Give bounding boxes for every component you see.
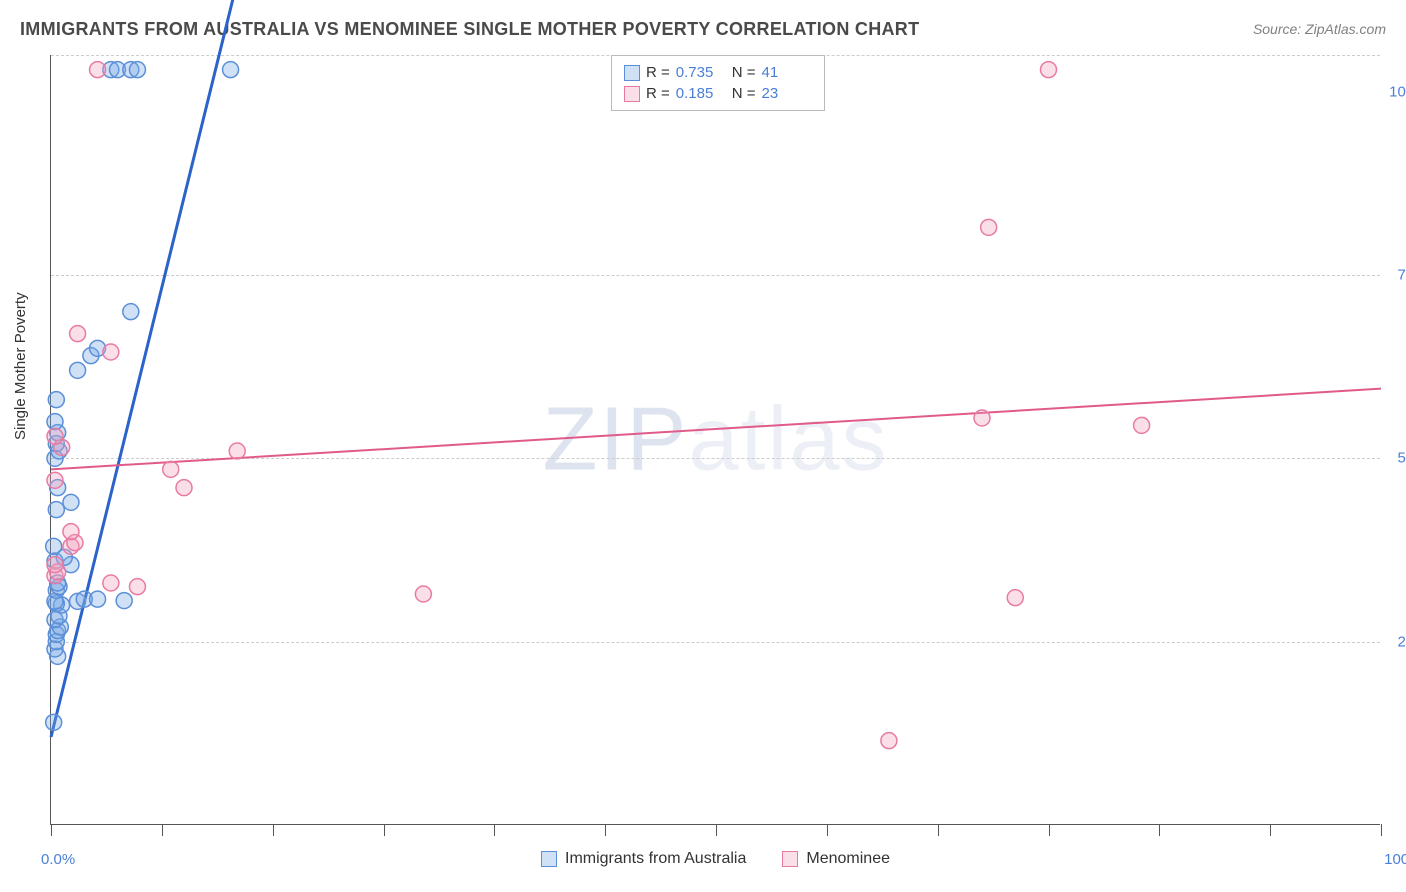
r-value-1: 0.185 [676, 85, 726, 102]
ytick-label: 100.0% [1385, 83, 1406, 100]
xtick [384, 824, 385, 836]
data-point [163, 461, 179, 477]
chart-source: Source: ZipAtlas.com [1253, 21, 1386, 37]
data-point [415, 586, 431, 602]
xaxis-label: 100.0% [1384, 851, 1406, 868]
xtick [51, 824, 52, 836]
n-value-1: 23 [762, 85, 812, 102]
data-point [129, 579, 145, 595]
data-point [47, 428, 63, 444]
legend-stats-row-0: R = 0.735 N = 41 [624, 62, 812, 83]
data-point [47, 414, 63, 430]
chart-header: IMMIGRANTS FROM AUSTRALIA VS MENOMINEE S… [0, 0, 1406, 48]
n-label-0: N = [732, 64, 756, 81]
r-label-0: R = [646, 64, 670, 81]
data-point [48, 502, 64, 518]
data-point [90, 591, 106, 607]
data-point [229, 443, 245, 459]
data-point [881, 733, 897, 749]
xaxis-label: 0.0% [41, 851, 75, 868]
data-point [103, 344, 119, 360]
data-point [116, 593, 132, 609]
data-point [129, 62, 145, 78]
xtick [605, 824, 606, 836]
data-point [63, 494, 79, 510]
xtick [162, 824, 163, 836]
xtick [1381, 824, 1382, 836]
xtick [827, 824, 828, 836]
legend-swatch-0 [624, 65, 640, 81]
data-point [176, 480, 192, 496]
legend-series: Immigrants from Australia Menominee [541, 850, 890, 868]
xtick [716, 824, 717, 836]
data-point [103, 575, 119, 591]
n-value-0: 41 [762, 64, 812, 81]
data-point [1007, 590, 1023, 606]
data-point [47, 557, 63, 573]
xtick [494, 824, 495, 836]
ytick-label: 75.0% [1385, 267, 1406, 284]
legend-stats: R = 0.735 N = 41 R = 0.185 N = 23 [611, 55, 825, 111]
trend-line-1 [51, 389, 1381, 470]
data-point [46, 714, 62, 730]
data-point [974, 410, 990, 426]
data-point [123, 304, 139, 320]
legend-series-label-1: Menominee [806, 850, 890, 868]
r-label-1: R = [646, 85, 670, 102]
plot-area: ZIPatlas 25.0%50.0%75.0%100.0% R = 0.735… [50, 55, 1380, 825]
legend-series-item-1: Menominee [782, 850, 890, 868]
data-point [46, 538, 62, 554]
data-point [48, 392, 64, 408]
xtick [1270, 824, 1271, 836]
legend-series-swatch-0 [541, 851, 557, 867]
xtick [273, 824, 274, 836]
legend-stats-row-1: R = 0.185 N = 23 [624, 83, 812, 104]
chart-title: IMMIGRANTS FROM AUSTRALIA VS MENOMINEE S… [20, 19, 919, 40]
data-point [70, 326, 86, 342]
legend-series-label-0: Immigrants from Australia [565, 850, 746, 868]
y-axis-label: Single Mother Poverty [12, 292, 29, 440]
n-label-1: N = [732, 85, 756, 102]
r-value-0: 0.735 [676, 64, 726, 81]
legend-series-item-0: Immigrants from Australia [541, 850, 746, 868]
data-point [70, 362, 86, 378]
xtick [1159, 824, 1160, 836]
data-point [90, 62, 106, 78]
data-point [1134, 417, 1150, 433]
legend-swatch-1 [624, 86, 640, 102]
xtick [1049, 824, 1050, 836]
data-point [223, 62, 239, 78]
data-point [981, 219, 997, 235]
ytick-label: 25.0% [1385, 633, 1406, 650]
ytick-label: 50.0% [1385, 450, 1406, 467]
legend-series-swatch-1 [782, 851, 798, 867]
data-point [1041, 62, 1057, 78]
xtick [938, 824, 939, 836]
data-point [63, 524, 79, 540]
chart-svg [51, 55, 1380, 824]
data-point [47, 472, 63, 488]
